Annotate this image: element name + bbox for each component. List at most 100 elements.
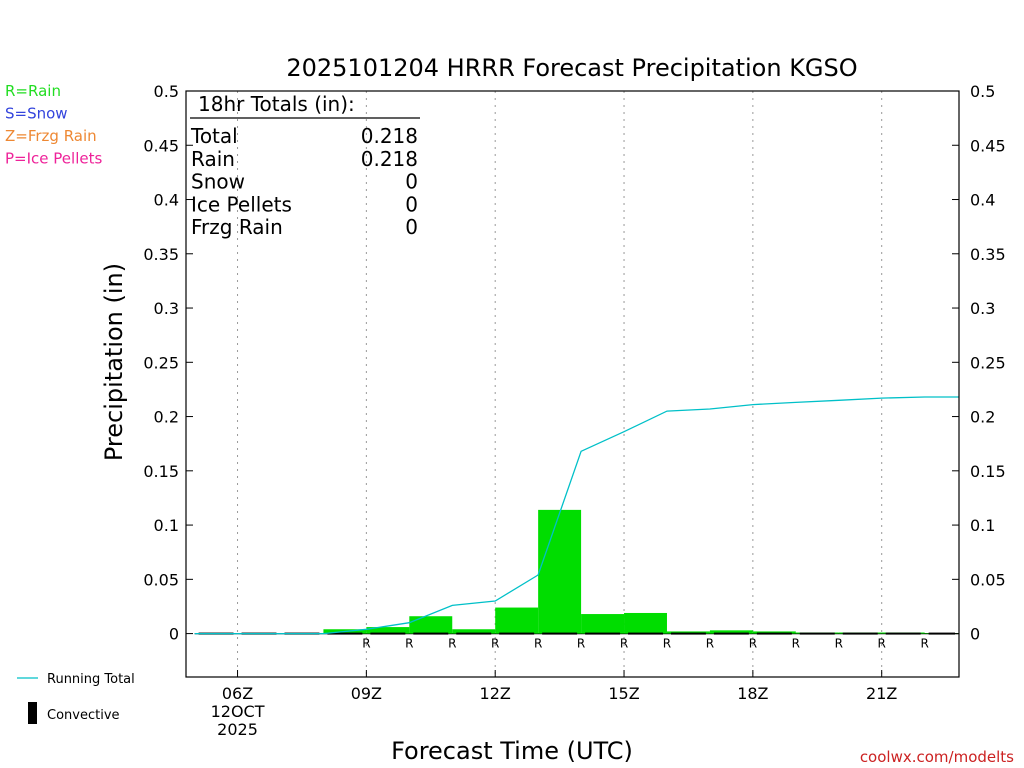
y-tick-label-right: 0.45 [970,136,1006,155]
line-legend-label: Convective [47,708,120,723]
convective-bar [585,632,621,635]
precip-type-marker: R [448,637,456,651]
y-tick-label: 0.25 [143,353,179,372]
totals-row-value: 0.218 [361,147,418,171]
y-axis-left: 0 0.05 0.1 0.15 0.2 0.25 0.3 0.35 0.4 0.45 0.5 [143,82,193,644]
totals-row-value: 0 [405,192,418,216]
x-tick-label: 12Z [480,684,511,703]
precip-type-marker: R [362,637,370,651]
totals-row-label: Frzg Rain [191,215,283,239]
x-date-label: 12OCT [211,702,265,721]
y-tick-label-right: 0.4 [970,191,995,210]
type-legend-item: P=Ice Pellets [5,150,102,168]
convective-bar [885,632,921,635]
totals-row-label: Total [190,124,238,148]
x-tick-label: 15Z [608,684,639,703]
x-tick-label: 21Z [866,684,897,703]
rain-bar [581,614,625,634]
x-axis-label: Forecast Time (UTC) [391,737,633,765]
y-tick-label: 0.15 [143,462,179,481]
y-tick-label: 0.5 [154,82,179,101]
y-tick-label-right: 0.15 [970,462,1006,481]
y-tick-label: 0.05 [143,570,179,589]
rain-bar [409,616,453,634]
type-legend-item: Z=Frzg Rain [5,127,97,145]
y-tick-label: 0.35 [143,245,179,264]
rain-bar [452,629,496,634]
precip-type-legend: R=Rain S=Snow Z=Frzg Rain P=Ice Pellets [5,82,102,168]
totals-row-label: Ice Pellets [191,192,292,216]
totals-row-value: 0 [405,170,418,194]
rain-bar [624,612,667,634]
y-tick-label: 0.2 [154,408,179,427]
precip-type-marker: R [577,637,585,651]
precip-type-marker: R [878,637,886,651]
precip-type-marker: R [792,637,800,651]
y-tick-label-right: 0.35 [970,245,1006,264]
rain-bar [538,509,582,634]
rain-bars [323,509,959,634]
precip-type-marker: R [620,637,628,651]
x-tick-label: 18Z [737,684,768,703]
convective-bar [756,632,792,635]
totals-row-label: Rain [191,147,235,171]
y-tick-label: 0 [169,625,179,644]
y-tick-label-right: 0.25 [970,353,1006,372]
rain-bar [495,607,539,634]
precip-type-marker: R [920,637,928,651]
line-legend: Running Total Convective [17,672,135,724]
watermark: coolwx.com/modelts [860,748,1014,766]
convective-bar [842,632,878,635]
y-axis-right: 0 0.05 0.1 0.15 0.2 0.25 0.3 0.35 0.4 0.45 0.5 [952,82,1006,644]
precip-type-marker: R [491,637,499,651]
convective-bar [542,632,578,635]
rain-bar [666,631,710,634]
totals-row-label: Snow [191,170,245,194]
y-axis-label: Precipitation (in) [100,263,128,461]
precip-type-marker: R [405,637,413,651]
line-legend-label: Running Total [47,672,135,687]
y-tick-label: 0.3 [154,299,179,318]
convective-bar [370,632,406,635]
convective-bar [628,632,663,635]
y-tick-label-right: 0 [970,625,980,644]
type-legend-item: R=Rain [5,82,61,100]
precip-type-marker: R [663,637,671,651]
y-tick-label: 0.1 [154,516,179,535]
totals-header: 18hr Totals (in): [198,92,355,116]
rain-bar [709,630,753,634]
x-tick-label: 09Z [351,684,382,703]
y-tick-label: 0.4 [154,191,179,210]
y-tick-label-right: 0.1 [970,516,995,535]
precip-type-marker: R [749,637,757,651]
convective-bar [327,632,363,635]
convective-bar [499,632,535,635]
convective-bar [456,632,492,635]
running-total-line [194,396,959,635]
totals-row-value: 0 [405,215,418,239]
precip-type-marker: R [835,637,843,651]
chart-title: 2025101204 HRRR Forecast Precipitation K… [286,54,857,82]
x-tick-label: 06Z [222,684,253,703]
totals-row-value: 0.218 [361,124,418,148]
convective-bar [799,632,835,635]
convective-bar [413,632,449,635]
legend-bar-swatch [28,702,37,724]
precip-type-marker: R [534,637,542,651]
y-tick-label-right: 0.5 [970,82,995,101]
y-tick-label-right: 0.2 [970,408,995,427]
convective-bar [670,632,706,635]
plot-frame [185,90,960,678]
y-tick-label-right: 0.3 [970,299,995,318]
rain-bar [366,627,410,634]
precip-type-marker: R [706,637,714,651]
y-tick-label-right: 0.05 [970,570,1006,589]
totals-box: 18hr Totals (in): Total 0.218 Rain 0.218 Snow… [190,92,420,239]
y-tick-label: 0.45 [143,136,179,155]
x-date-label: 2025 [217,720,258,739]
convective-bar [928,632,955,635]
type-legend-item: S=Snow [5,105,68,123]
